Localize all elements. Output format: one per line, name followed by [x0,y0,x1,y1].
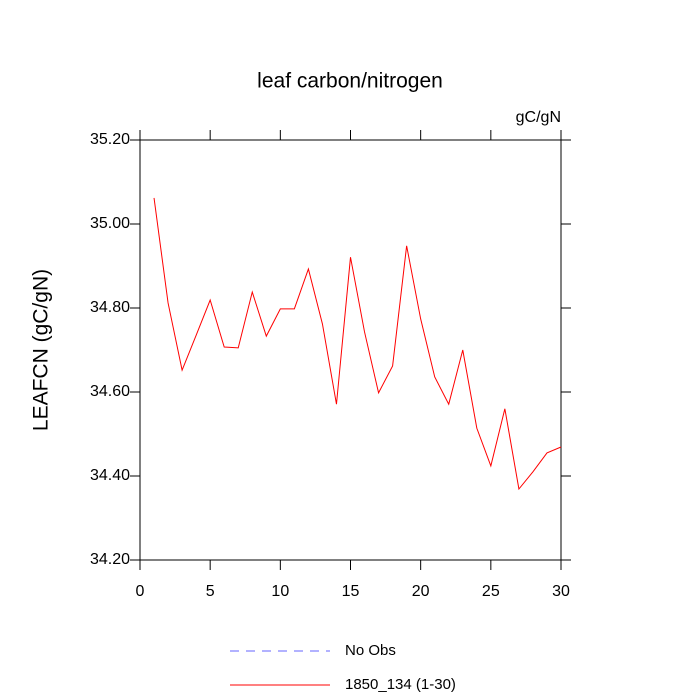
y-tick-label: 34.20 [90,551,130,568]
y-tick-label: 35.20 [90,131,130,148]
x-tick-label: 10 [271,583,289,600]
legend-label: No Obs [345,642,396,659]
x-tick-label: 20 [412,583,430,600]
data-line [153,197,562,491]
plot-frame [139,139,562,561]
units-label: gC/gN [516,109,561,126]
y-tick-label: 34.80 [90,299,130,316]
chart-title: leaf carbon/nitrogen [257,70,443,93]
x-tick-label: 30 [552,583,570,600]
x-tick-label: 5 [206,583,215,600]
y-tick-label: 34.40 [90,467,130,484]
legend-label: 1850_134 (1-30) [345,676,456,693]
x-tick-label: 0 [136,583,145,600]
x-tick-label: 15 [342,583,360,600]
y-tick-label: 34.60 [90,383,130,400]
y-axis-title: LEAFCN (gC/gN) [30,269,53,431]
x-tick-label: 25 [482,583,500,600]
y-tick-label: 35.00 [90,215,130,232]
